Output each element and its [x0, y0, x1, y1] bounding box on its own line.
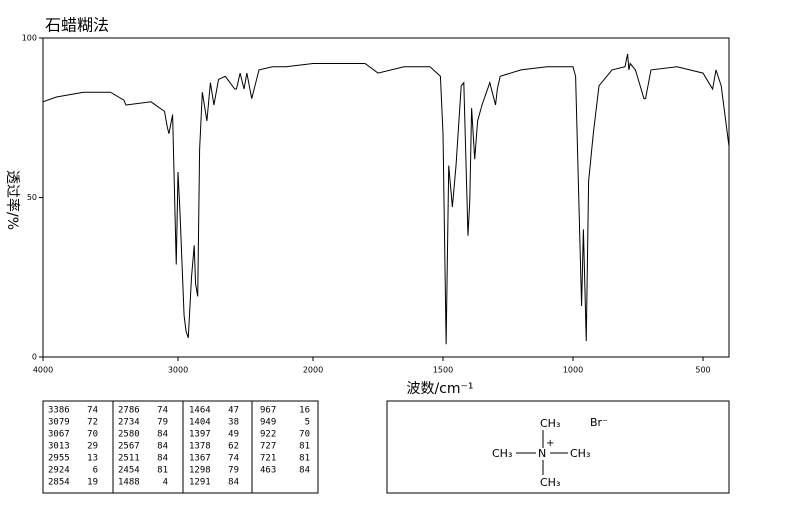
- peak-transmittance: 79: [228, 466, 239, 476]
- peak-wavenumber: 3386: [48, 406, 70, 416]
- x-tick-label: 3000: [168, 366, 188, 375]
- peak-wavenumber: 2454: [118, 466, 140, 476]
- peak-transmittance: 49: [228, 430, 239, 440]
- peak-transmittance: 70: [299, 430, 310, 440]
- peak-wavenumber: 967: [260, 406, 276, 416]
- peak-wavenumber: 949: [260, 418, 276, 428]
- structure-frame: [386, 400, 730, 494]
- peak-wavenumber: 721: [260, 454, 276, 464]
- peak-wavenumber: 2511: [118, 454, 140, 464]
- peak-wavenumber: 1464: [189, 406, 211, 416]
- y-tick-label: 100: [22, 34, 37, 43]
- methyl: CH₃: [492, 447, 512, 460]
- peak-wavenumber: 2567: [118, 442, 140, 452]
- peak-wavenumber: 463: [260, 466, 276, 476]
- peak-wavenumber: 2580: [118, 430, 140, 440]
- peak-transmittance: 72: [87, 418, 98, 428]
- peak-wavenumber: 1404: [189, 418, 211, 428]
- x-tick-label: 2000: [303, 366, 323, 375]
- spectrum-line: [42, 53, 730, 345]
- methyl: CH₃: [570, 447, 590, 460]
- peak-transmittance: 6: [93, 466, 98, 476]
- peak-transmittance: 84: [228, 478, 239, 488]
- peak-transmittance: 70: [87, 430, 98, 440]
- peak-table-frame: [42, 400, 319, 494]
- peak-wavenumber: 727: [260, 442, 276, 452]
- methyl: CH₃: [540, 417, 560, 430]
- peak-wavenumber: 2854: [48, 478, 70, 488]
- peak-transmittance: 81: [299, 454, 310, 464]
- peak-wavenumber: 2786: [118, 406, 140, 416]
- peak-transmittance: 74: [87, 406, 98, 416]
- nitrogen: N: [538, 447, 546, 460]
- peak-wavenumber: 3079: [48, 418, 70, 428]
- peak-transmittance: 29: [87, 442, 98, 452]
- peak-wavenumber: 2924: [48, 466, 70, 476]
- plot-frame: [42, 37, 730, 358]
- x-axis-label: 波数/cm⁻¹: [406, 381, 473, 397]
- peak-wavenumber: 922: [260, 430, 276, 440]
- peak-transmittance: 16: [299, 406, 310, 416]
- peak-wavenumber: 2734: [118, 418, 140, 428]
- peak-transmittance: 81: [299, 442, 310, 452]
- peak-wavenumber: 1378: [189, 442, 211, 452]
- charge: +: [546, 438, 554, 449]
- peak-wavenumber: 1367: [189, 454, 211, 464]
- counter-ion: Br⁻: [590, 416, 608, 429]
- peak-transmittance: 38: [228, 418, 239, 428]
- peak-transmittance: 74: [157, 406, 168, 416]
- peak-wavenumber: 1488: [118, 478, 140, 488]
- peak-transmittance: 5: [305, 418, 310, 428]
- peak-transmittance: 62: [228, 442, 239, 452]
- peak-transmittance: 47: [228, 406, 239, 416]
- peak-wavenumber: 1291: [189, 478, 211, 488]
- y-axis-label: 透过率/%: [4, 170, 21, 230]
- peak-transmittance: 84: [299, 466, 310, 476]
- peak-transmittance: 13: [87, 454, 98, 464]
- x-tick-label: 1500: [433, 366, 453, 375]
- peak-transmittance: 19: [87, 478, 98, 488]
- y-tick-label: 50: [27, 193, 37, 202]
- peak-wavenumber: 3067: [48, 430, 70, 440]
- y-tick-label: 0: [32, 353, 37, 362]
- peak-transmittance: 84: [157, 430, 168, 440]
- peak-transmittance: 84: [157, 442, 168, 452]
- peak-transmittance: 79: [157, 418, 168, 428]
- structure: CH₃ CH₃ CH₃ CH₃ N + Br⁻: [492, 416, 608, 489]
- peak-transmittance: 81: [157, 466, 168, 476]
- peak-wavenumber: 3013: [48, 442, 70, 452]
- x-tick-label: 1000: [563, 366, 583, 375]
- x-tick-label: 4000: [33, 366, 53, 375]
- peak-wavenumber: 2955: [48, 454, 70, 464]
- peak-wavenumber: 1397: [189, 430, 211, 440]
- x-tick-label: 500: [695, 366, 710, 375]
- chart-title: 石蜡糊法: [45, 16, 109, 35]
- peak-transmittance: 84: [157, 454, 168, 464]
- peak-transmittance: 74: [228, 454, 239, 464]
- methyl: CH₃: [540, 476, 560, 489]
- peak-wavenumber: 1298: [189, 466, 211, 476]
- peak-transmittance: 4: [163, 478, 168, 488]
